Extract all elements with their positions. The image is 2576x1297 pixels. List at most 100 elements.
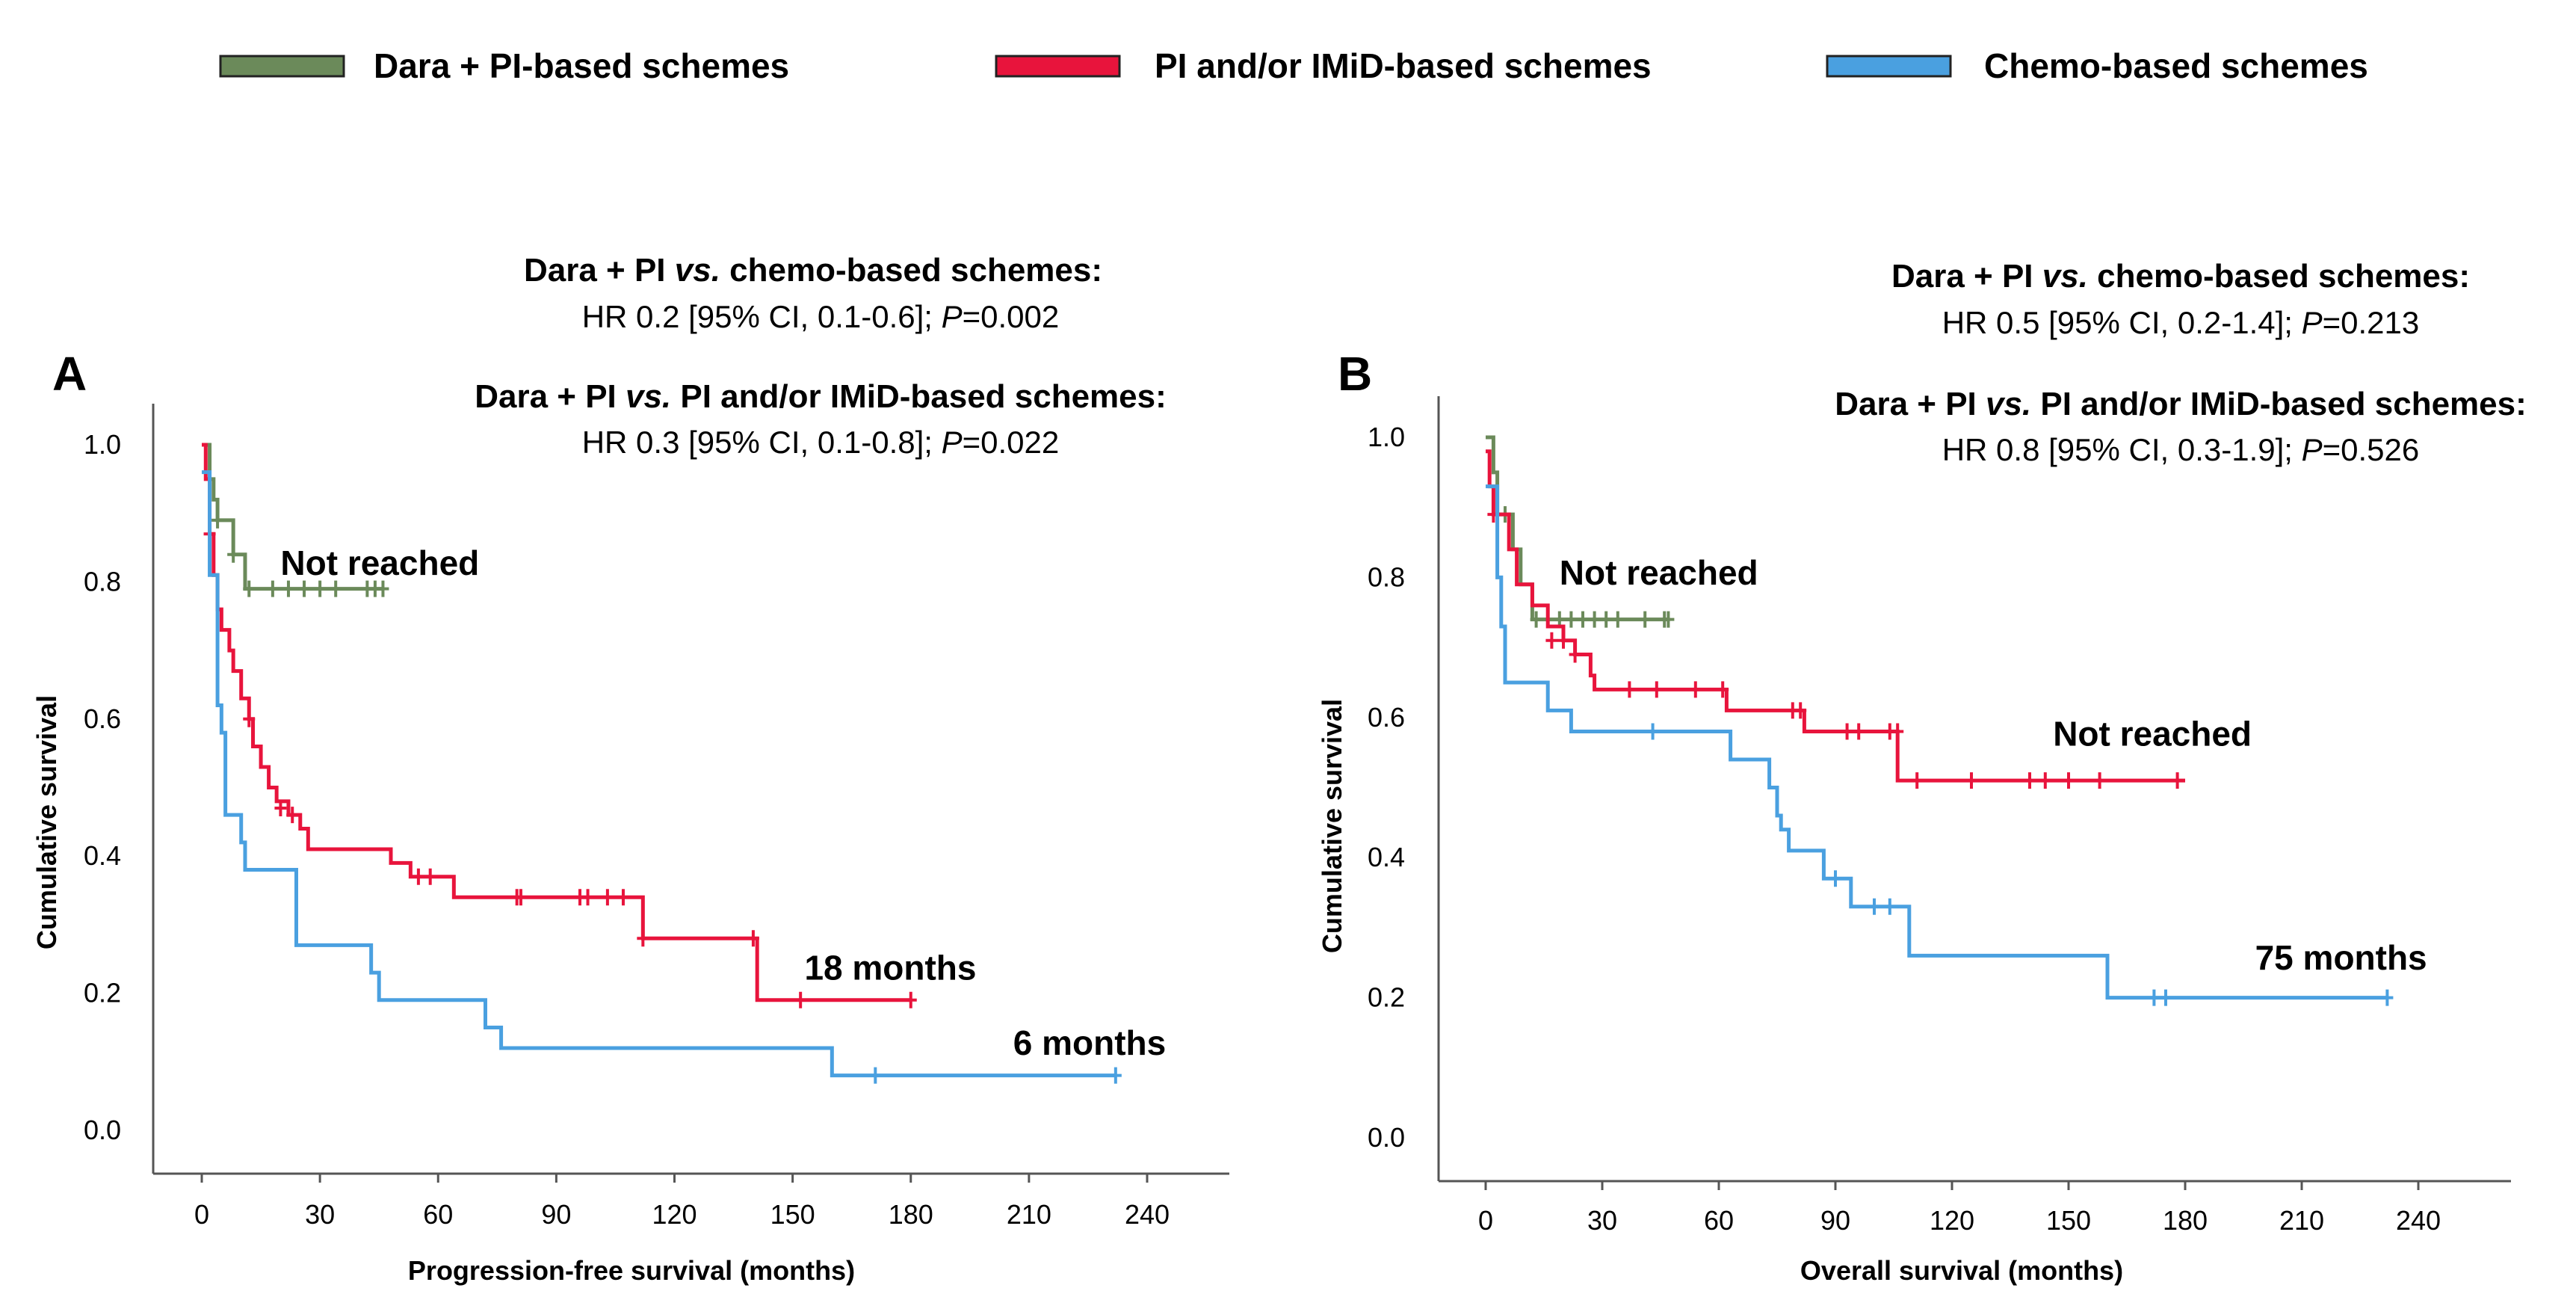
panel-b-censor-mark-chemo: [1868, 898, 1880, 915]
panel-b-stat1-value: HR 0.5 [95% CI, 0.2-1.4]; P=0.213: [1942, 305, 2420, 340]
panel-a-y-axis-title: Cumulative survival: [31, 695, 62, 949]
panel-b-censor-mark-pi-imid: [1717, 681, 1729, 698]
panel-a-censor-mark-dara: [227, 546, 240, 563]
panel-b-censor-mark-pi-imid: [2063, 772, 2075, 789]
panel-b-censor-mark-dara: [1600, 611, 1613, 628]
panel-b-censor-mark-pi-imid: [1853, 723, 1865, 740]
panel-b-x-tick-label: 120: [1930, 1205, 1974, 1236]
panel-a-x-tick-label: 120: [652, 1199, 696, 1230]
panel-b-censor-mark-chemo: [1646, 723, 1659, 740]
panel-b-y-tick-label: 0.4: [1368, 842, 1405, 872]
panel-a-curve-pi-imid: [202, 443, 911, 1002]
panel-b-censor-mark-pi-imid: [1794, 702, 1807, 719]
panel-b-censor-mark-pi-imid: [2024, 772, 2036, 789]
panel-a-censor-mark-pi-imid: [637, 930, 649, 947]
panel-a-censor-mark-pi-imid: [412, 868, 424, 885]
panel-a-y-tick-label: 1.0: [84, 429, 121, 460]
panel-b-median-label: 75 months: [2255, 938, 2427, 977]
panel-b-censor-mark-dara: [1662, 611, 1675, 628]
legend-label-pi: PI and/or IMiD-based schemes: [1155, 46, 1652, 85]
panel-a-median-label: Not reached: [280, 543, 479, 582]
panel-b-censor-mark-pi-imid: [1623, 681, 1636, 698]
panel-a: A Dara + PI vs. chemo-based schemes: HR …: [31, 252, 1229, 1286]
panel-a-x-axis-title: Progression-free survival (months): [408, 1255, 855, 1286]
panel-a-x-tick-label: 90: [541, 1199, 571, 1230]
panel-b-x-tick-label: 210: [2279, 1205, 2324, 1236]
legend-label-dara: Dara + PI-based schemes: [374, 46, 789, 85]
panel-a-censor-mark-pi-imid: [424, 868, 436, 885]
panel-a-y-tick-label: 0.2: [84, 978, 121, 1008]
panel-b-curve-dara: [1486, 435, 1669, 622]
panel-a-censor-mark-dara: [282, 580, 294, 597]
panel-b-censor-mark-chemo: [1829, 870, 1841, 887]
panel-a-y-tick-label: 0.0: [84, 1115, 121, 1145]
panel-b-curve-chemo: [1486, 484, 2388, 1000]
panel-a-censor-mark-dara: [330, 580, 342, 597]
panel-b-censor-mark-dara: [1530, 611, 1542, 628]
panel-b-letter: B: [1338, 347, 1372, 401]
panel-b-y-tick-label: 0.0: [1368, 1122, 1405, 1153]
panel-a-y-ticks: 0.0 0.2 0.4 0.6 0.8 1.0: [84, 429, 121, 1145]
panel-b-x-tick-label: 180: [2163, 1205, 2208, 1236]
panel-a-y-tick-label: 0.4: [84, 840, 121, 871]
panel-a-stat1-value: HR 0.2 [95% CI, 0.1-0.6]; P=0.002: [582, 299, 1060, 334]
panel-b-x-tick-label: 0: [1478, 1205, 1493, 1236]
panel-b-censor-mark-dara: [1577, 611, 1589, 628]
panel-b-censor-mark-pi-imid: [1965, 772, 1977, 789]
panel-b-x-tick-label: 90: [1820, 1205, 1850, 1236]
legend-label-chemo: Chemo-based schemes: [1984, 46, 2368, 85]
panel-b-y-tick-label: 0.8: [1368, 561, 1405, 592]
panel-b-y-tick-label: 1.0: [1368, 422, 1405, 452]
panel-b-censor-mark-pi-imid: [1911, 772, 1924, 789]
panel-b-censor-mark-pi-imid: [1557, 632, 1569, 649]
panel-b-stat2-heading: Dara + PI vs. PI and/or IMiD-based schem…: [1835, 386, 2527, 422]
panel-a-censor-mark-dara: [211, 511, 224, 529]
panel-a-censor-mark-pi-imid: [617, 889, 629, 906]
panel-a-stat1-heading: Dara + PI vs. chemo-based schemes:: [524, 252, 1102, 289]
panel-b-median-label: Not reached: [2053, 714, 2252, 753]
panel-b-stat1-heading: Dara + PI vs. chemo-based schemes:: [1891, 258, 2470, 295]
legend: Dara + PI-based schemes PI and/or IMiD-b…: [219, 46, 2368, 85]
panel-b-censor-mark-pi-imid: [1569, 646, 1581, 663]
panel-a-censor-mark-pi-imid: [601, 889, 614, 906]
panel-a-stat2-value: HR 0.3 [95% CI, 0.1-0.8]; P=0.022: [582, 425, 1060, 460]
panel-b-censor-mark-pi-imid: [1891, 723, 1904, 740]
panel-a-x-tick-label: 150: [770, 1199, 815, 1230]
panel-a-median-label: 6 months: [1013, 1023, 1166, 1062]
panel-b-stat2-value: HR 0.8 [95% CI, 0.3-1.9]; P=0.526: [1942, 432, 2420, 467]
panel-a-censor-mark-pi-imid: [581, 889, 594, 906]
panel-b-censor-mark-pi-imid: [1650, 681, 1663, 698]
panel-a-censor-mark-dara: [266, 580, 279, 597]
panel-b-censor-mark-pi-imid: [2171, 772, 2184, 789]
panel-b-censor-mark-chemo: [1883, 898, 1896, 915]
panel-a-x-tick-label: 30: [305, 1199, 335, 1230]
panel-b-censor-mark-chemo: [2381, 989, 2394, 1006]
panel-a-censor-mark-dara: [243, 580, 256, 597]
panel-b-censor-mark-pi-imid: [1841, 723, 1853, 740]
panel-a-censor-mark-chemo: [869, 1067, 882, 1084]
panel-b-censor-mark-chemo: [2148, 989, 2160, 1006]
panel-a-x-tick-label: 180: [889, 1199, 933, 1230]
legend-swatch-pi: [995, 55, 1121, 78]
panel-b-series: [1486, 435, 2394, 1006]
panel-a-censor-mark-pi-imid: [243, 710, 256, 727]
panel-a-y-tick-label: 0.6: [84, 703, 121, 734]
panel-a-x-ticks: 0 30 60 90 120 150 180 210 240: [194, 1174, 1170, 1230]
panel-b-y-tick-label: 0.6: [1368, 702, 1405, 733]
panel-a-y-tick-label: 0.8: [84, 566, 121, 597]
panel-a-x-tick-label: 240: [1125, 1199, 1170, 1230]
panel-a-censor-mark-pi-imid: [286, 807, 299, 824]
panel-a-censor-mark-dara: [298, 580, 311, 597]
panel-b-x-axis-title: Overall survival (months): [1800, 1255, 2123, 1286]
panel-b-annotations: Not reached Not reached 75 months: [1560, 553, 2427, 977]
legend-swatch-chemo: [1826, 55, 1952, 78]
panel-a-x-tick-label: 0: [194, 1199, 209, 1230]
panel-a-censor-mark-pi-imid: [747, 930, 759, 947]
panel-b-x-ticks: 0 30 60 90 120 150 180 210 240: [1478, 1181, 2441, 1236]
panel-a-censor-mark-pi-imid: [274, 800, 287, 817]
panel-b-y-tick-label: 0.2: [1368, 982, 1405, 1013]
panel-b-x-tick-label: 60: [1704, 1205, 1734, 1236]
panel-b-x-tick-label: 240: [2396, 1205, 2441, 1236]
panel-b-censor-mark-dara: [1639, 611, 1652, 628]
legend-swatch-dara: [219, 55, 345, 78]
